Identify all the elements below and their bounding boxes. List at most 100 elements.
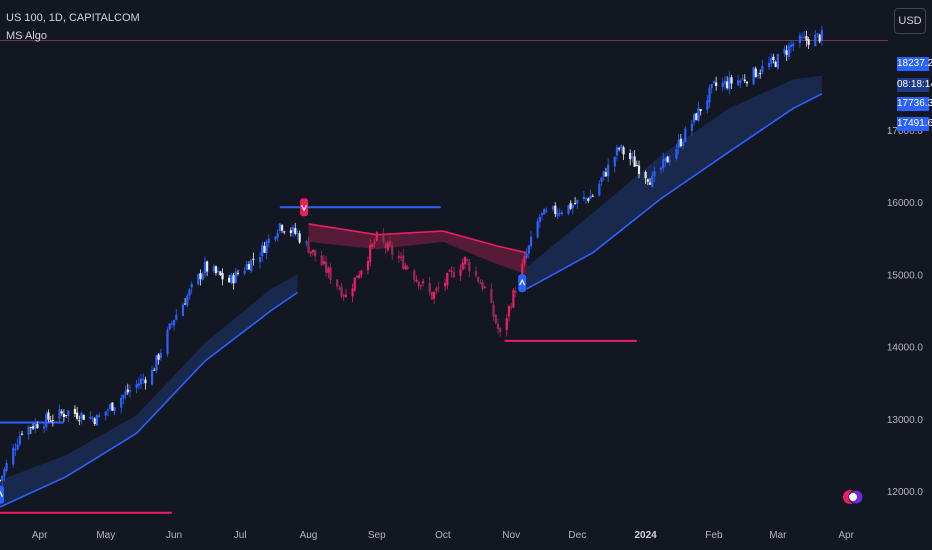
signal-arrow (301, 205, 308, 212)
candle-body (417, 281, 420, 286)
candle-body (787, 45, 790, 58)
candle-body (139, 378, 143, 385)
candle-body (51, 419, 54, 421)
candle-body (728, 77, 731, 90)
candle-body (0, 480, 2, 482)
candle-body (818, 34, 821, 42)
signal-marker (518, 274, 527, 293)
candle-body (98, 415, 101, 417)
candle-body (767, 63, 771, 68)
candle-body (325, 261, 328, 273)
candle-body (466, 259, 469, 262)
candle-body (199, 273, 202, 280)
x-tick-label: Dec (568, 530, 586, 541)
candle-body (651, 175, 654, 187)
candle-body (551, 206, 555, 210)
candle-body (327, 268, 330, 274)
candle-body (706, 100, 709, 110)
candle-body (360, 270, 363, 276)
candle-body (448, 270, 451, 272)
candle-body (109, 404, 112, 410)
candle-body (659, 167, 663, 170)
candle-body (708, 87, 711, 103)
candle-body (181, 304, 184, 316)
candle-body (322, 261, 326, 264)
candle-body (307, 241, 310, 253)
candle-body (739, 80, 742, 83)
candle-body (197, 274, 200, 285)
candle-body (421, 281, 425, 284)
candle-body (404, 265, 407, 270)
x-tick-label: Mar (769, 530, 787, 541)
candle-body (80, 412, 83, 420)
candle-body (710, 84, 713, 89)
candle-body (463, 256, 467, 265)
candle-body (219, 271, 222, 275)
candle-body (36, 424, 39, 429)
candle-body (529, 236, 533, 247)
signals-layer (0, 198, 527, 504)
x-tick-label: Jul (234, 530, 247, 541)
candle-body (428, 282, 431, 292)
candle-body (814, 34, 817, 47)
candle-body (604, 172, 608, 177)
candle-body (666, 156, 669, 163)
candle-body (792, 43, 795, 47)
candle-body (1, 475, 4, 481)
candle-body (556, 213, 559, 216)
candle-body (446, 273, 449, 286)
candle-body (106, 409, 110, 411)
candle-body (60, 411, 63, 414)
candle-body (756, 75, 760, 77)
candle-body (188, 289, 191, 296)
x-tick-label: Oct (435, 530, 451, 541)
events-icon[interactable] (842, 488, 864, 506)
candle-body (468, 261, 471, 272)
candle-body (569, 203, 572, 209)
candle-body (560, 212, 563, 215)
candle-body (342, 294, 345, 297)
candle-body (615, 147, 619, 156)
candle-body (289, 230, 292, 234)
candle-body (477, 276, 480, 282)
x-tick-label: Aug (300, 530, 318, 541)
candle-body (355, 275, 359, 279)
candle-body (18, 435, 21, 445)
candle-body (633, 156, 636, 167)
candle-body (67, 410, 70, 416)
candle-body (618, 148, 621, 150)
candle-body (415, 279, 418, 282)
x-tick-label: Sep (368, 530, 386, 541)
candle-body (681, 141, 685, 146)
candle-body (47, 412, 50, 420)
x-tick-label: May (96, 530, 115, 541)
indicator-title[interactable]: MS Algo (6, 30, 47, 42)
candle-body (507, 306, 511, 317)
candle-body (366, 260, 370, 271)
candle-body (234, 271, 237, 283)
candle-body (388, 240, 392, 247)
symbol-title[interactable]: US 100, 1D, CAPITALCOM (6, 12, 140, 24)
currency-button[interactable]: USD (894, 8, 926, 34)
candle-body (620, 145, 623, 149)
trend-band (526, 75, 822, 289)
candle-body (31, 426, 35, 429)
candle-body (631, 156, 634, 158)
candle-body (571, 205, 575, 208)
candle-body (635, 164, 638, 166)
candle-body (252, 258, 255, 260)
candle-body (585, 197, 588, 199)
candle-body (82, 414, 85, 420)
y-tick-label: 16000.0 (887, 198, 924, 209)
candle-body (479, 282, 482, 284)
candle-body (212, 266, 215, 271)
candle-body (499, 328, 502, 332)
candle-body (280, 225, 284, 231)
candle-body (305, 241, 308, 243)
candle-body (45, 413, 48, 428)
candle-body (450, 270, 453, 272)
x-tick-label: 2024 (634, 530, 657, 541)
candle-body (591, 195, 594, 197)
candle-body (236, 272, 240, 274)
